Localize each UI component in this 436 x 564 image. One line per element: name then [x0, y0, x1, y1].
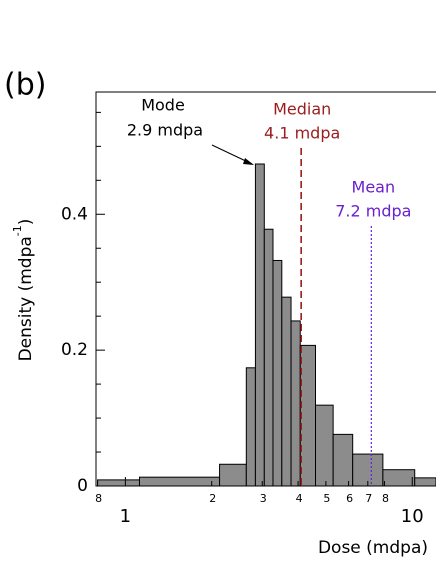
- bar: [332, 433, 354, 486]
- x-minor-label: 8: [95, 492, 102, 505]
- bar: [290, 320, 301, 486]
- x-minor-label: 8: [382, 492, 389, 505]
- axes-frame: [95, 91, 436, 487]
- bar: [315, 404, 334, 486]
- bar: [382, 469, 416, 486]
- x-tick-label: 1: [120, 506, 131, 527]
- y-label-text: Density (mdpa: [16, 236, 36, 361]
- bar: [414, 477, 436, 486]
- y-tick-label: 0.2: [61, 340, 88, 360]
- bar: [138, 476, 221, 486]
- y-tick-label: 0: [77, 476, 88, 496]
- x-minor-label: 2: [209, 492, 216, 505]
- bar: [97, 479, 140, 486]
- bar: [299, 344, 317, 486]
- annotation-text: Mode: [141, 96, 185, 115]
- y-axis-label: Density (mdpa-1): [11, 219, 36, 362]
- panel-label: (b): [4, 68, 46, 103]
- bar: [263, 228, 274, 486]
- bar: [245, 367, 256, 486]
- x-minor-label: 3: [260, 492, 267, 505]
- bar: [281, 296, 292, 486]
- annotation-text: 7.2 mdpa: [335, 202, 411, 221]
- y-label-close: ): [16, 219, 36, 226]
- y-tick-label: 0.4: [61, 204, 88, 224]
- annotation-text: Mean: [352, 178, 396, 197]
- annotation-text: 4.1 mdpa: [264, 124, 340, 143]
- x-minor-label: 4: [296, 492, 303, 505]
- annotation-text: 2.9 mdpa: [127, 121, 203, 140]
- bar: [272, 259, 283, 486]
- x-minor-label: 7: [365, 492, 372, 505]
- bar: [254, 163, 265, 486]
- x-axis-label: Dose (mdpa): [318, 538, 428, 558]
- x-minor-label: 5: [323, 492, 330, 505]
- arrow-head: [243, 158, 255, 165]
- bar: [219, 463, 247, 486]
- y-label-sup: -1: [11, 225, 24, 236]
- x-minor-label: 6: [346, 492, 353, 505]
- x-tick-label: 10: [401, 506, 424, 527]
- bar: [352, 453, 384, 486]
- annotation-text: Median: [273, 100, 331, 119]
